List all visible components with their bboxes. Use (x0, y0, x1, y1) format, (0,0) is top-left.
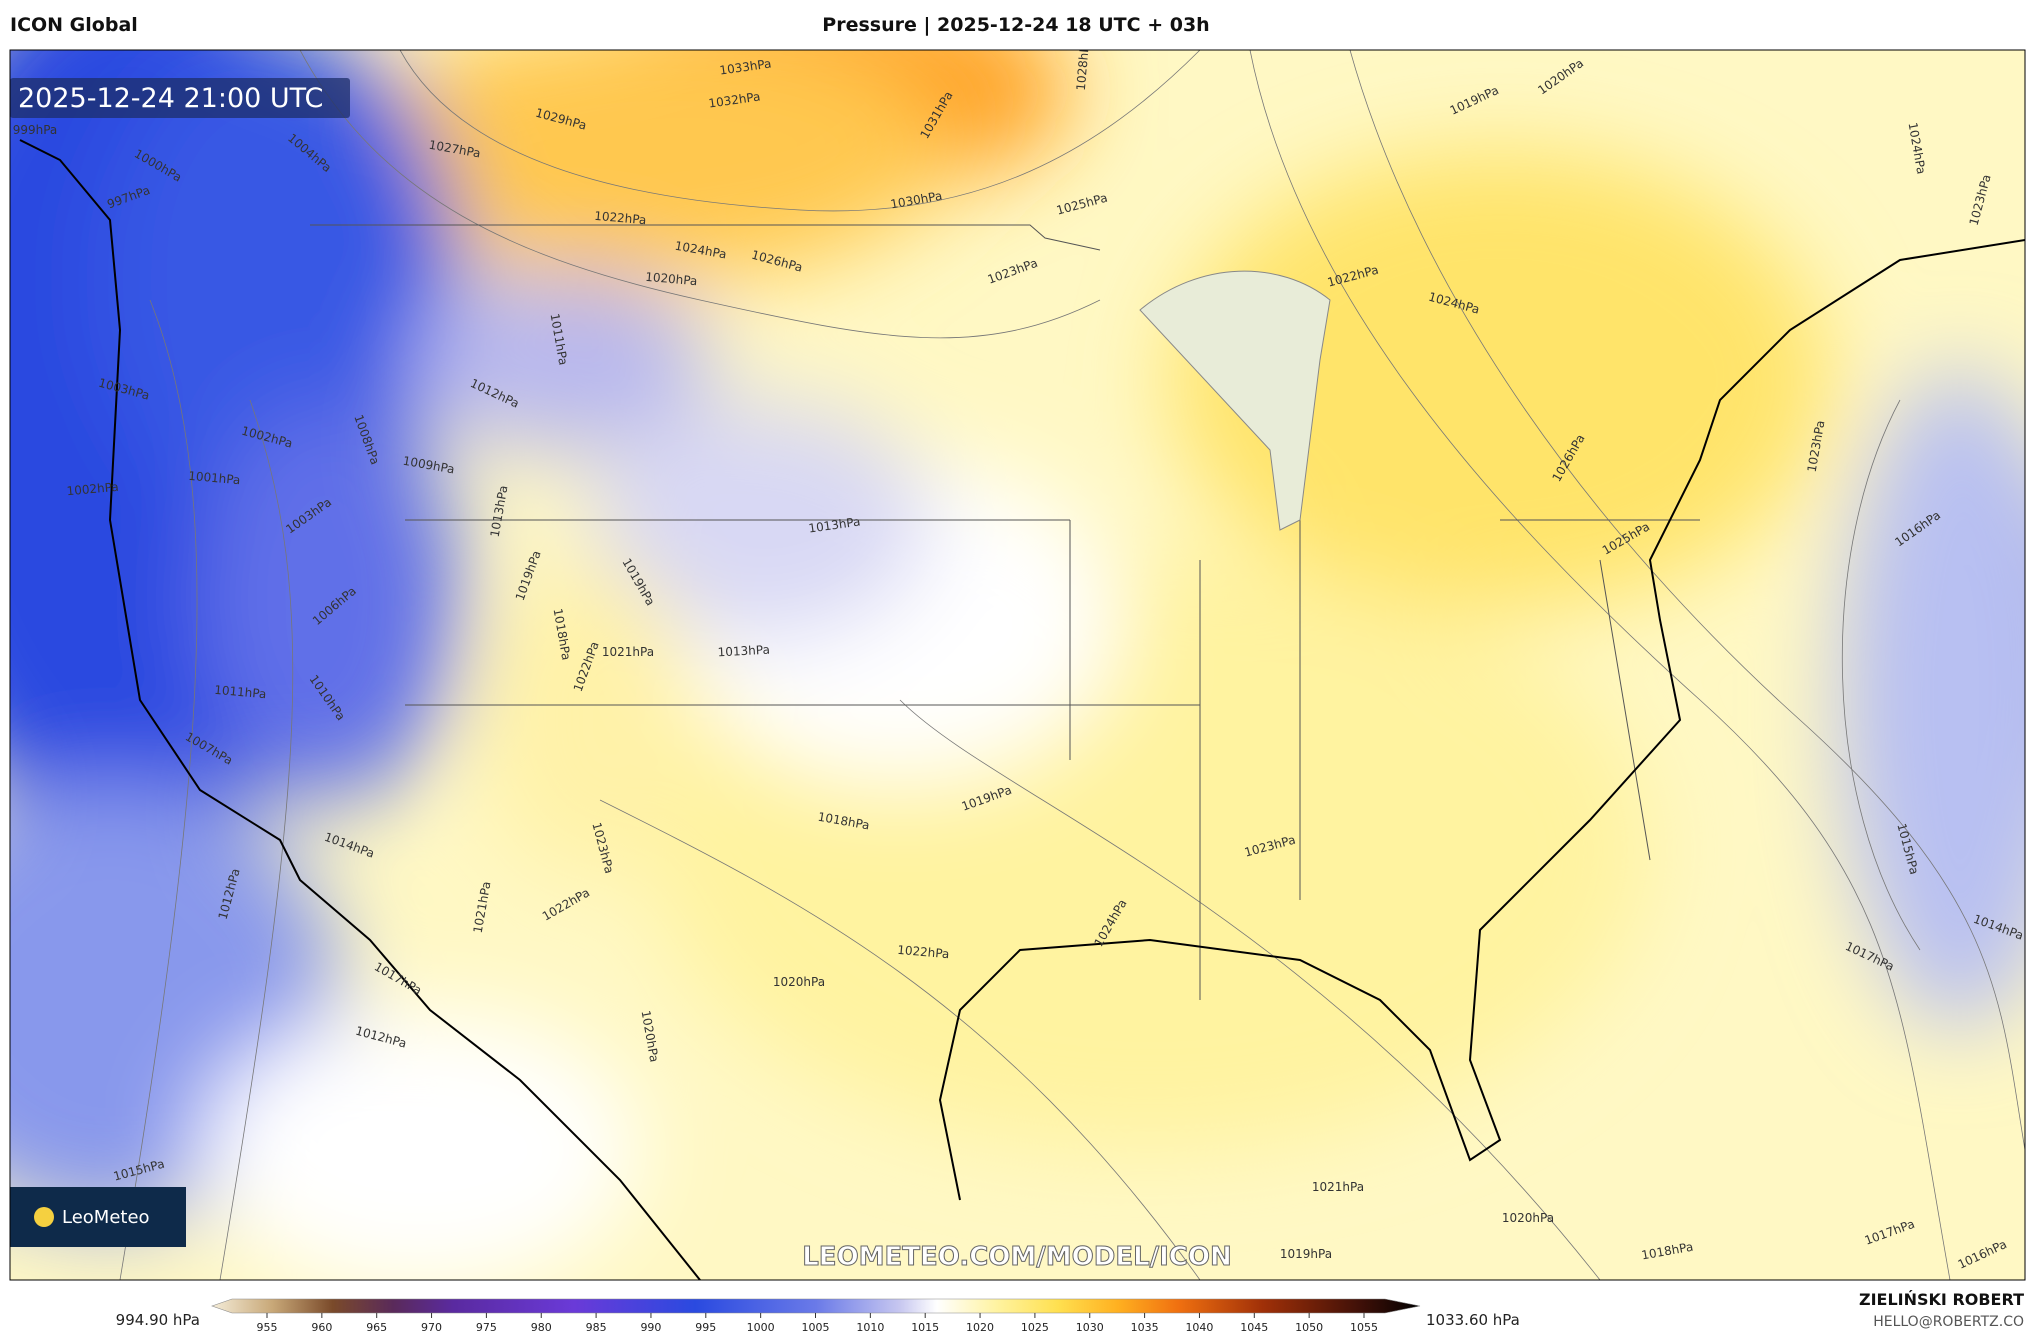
colorbar-tick-label: 985 (586, 1321, 607, 1334)
contact: HELLO@ROBERTZ.CO (1873, 1314, 2024, 1330)
map-title: Pressure | 2025-12-24 18 UTC + 03h (822, 14, 1209, 36)
colorbar-tick-label: 1020 (966, 1321, 994, 1334)
pressure-field (10, 50, 2025, 1280)
colorbar-tick-label: 1030 (1076, 1321, 1104, 1334)
colorbar-tick-label: 1000 (747, 1321, 775, 1334)
colorbar-tick-label: 1040 (1185, 1321, 1213, 1334)
colorbar-tick-label: 1025 (1021, 1321, 1049, 1334)
colorbar-tick-label: 1050 (1295, 1321, 1323, 1334)
colorbar-tick-label: 1055 (1350, 1321, 1378, 1334)
isobar-label: 1020hPa (773, 975, 825, 989)
colorbar-tick-label: 980 (531, 1321, 552, 1334)
colorbar-tick-label: 1010 (856, 1321, 884, 1334)
colorbar-tick-label: 995 (695, 1321, 716, 1334)
isobar-label: 1002hPa (66, 480, 119, 498)
colorbar-tick-label: 975 (476, 1321, 497, 1334)
logo-sun (34, 1207, 54, 1227)
isobar-label: 1022hPa (594, 209, 647, 227)
isobar-label: 1021hPa (1312, 1180, 1364, 1194)
isobar-label: 1020hPa (645, 270, 698, 288)
isobars (119, 50, 2025, 1280)
isobar-label: 1019hPa (1280, 1247, 1332, 1261)
isobar-label: 1021hPa (602, 645, 654, 659)
colorbar-tick-label: 960 (311, 1321, 332, 1334)
isobar-label: 1022hPa (897, 943, 950, 961)
colorbar-tick-label: 990 (640, 1321, 661, 1334)
colorbar-tick-label: 1045 (1240, 1321, 1268, 1334)
borders (310, 224, 1700, 1000)
coastline (19, 139, 2025, 1280)
isobar-label: 1028hPa (1074, 38, 1092, 91)
model-name: ICON Global (10, 14, 138, 36)
colorbar-tick-label: 1015 (911, 1321, 939, 1334)
colorbar-tick-label: 1005 (802, 1321, 830, 1334)
colorbar (211, 1298, 1421, 1314)
watermark: LEOMETEO.COM/MODEL/ICON (802, 1242, 1232, 1272)
lake (1139, 270, 1331, 531)
map-frame (9, 49, 2026, 1281)
isobar-label: 1011hPa (214, 683, 267, 701)
colorbar-tick-label: 955 (257, 1321, 278, 1334)
time-box (10, 78, 350, 118)
valid-time: 2025-12-24 21:00 UTC (18, 83, 323, 114)
isobar-label: 1001hPa (188, 469, 241, 487)
colorbar-tick-label: 970 (421, 1321, 442, 1334)
isobar-label: 1020hPa (1502, 1211, 1554, 1225)
isobar-label: 1013hPa (717, 643, 770, 660)
isobar-label: 999hPa (13, 123, 58, 137)
colorbar-max: 1033.60 hPa (1426, 1311, 1520, 1329)
colorbar-tick-label: 1035 (1131, 1321, 1159, 1334)
colorbar-tick-label: 965 (366, 1321, 387, 1334)
author: ZIELIŃSKI ROBERT (1859, 1290, 2024, 1309)
logo-text: LeoMeteo (62, 1207, 150, 1228)
colorbar-min: 994.90 hPa (116, 1311, 200, 1329)
